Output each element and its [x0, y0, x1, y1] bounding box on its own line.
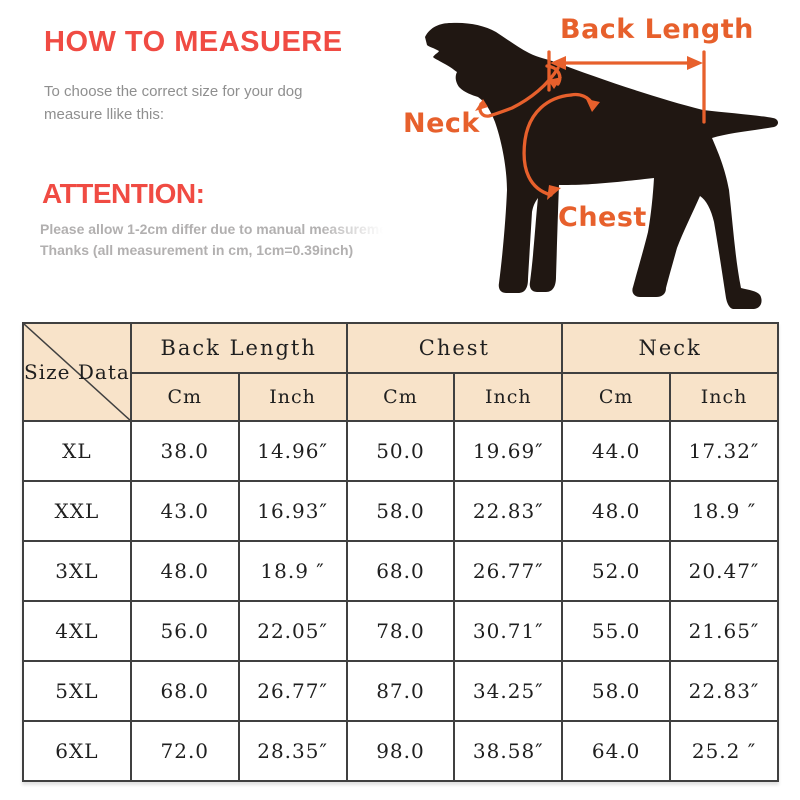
value-cell: 22.83″	[453, 480, 564, 542]
column-group-neck: Neck	[561, 322, 779, 374]
value-cell: 16.93″	[237, 480, 348, 542]
value-cell: 68.0	[129, 660, 240, 722]
value-cell: 58.0	[561, 660, 672, 722]
size-table-corner-cell: Size Data	[22, 322, 132, 422]
value-cell: 18.9 ″	[237, 540, 348, 602]
unit-header: Cm	[561, 372, 672, 422]
unit-header: Inch	[669, 372, 779, 422]
page-title: HOW TO MEASUERE	[44, 26, 343, 58]
value-cell: 26.77″	[453, 540, 564, 602]
value-cell: 22.83″	[669, 660, 779, 722]
dog-measurement-diagram: Back Length Neck Chest	[388, 0, 800, 322]
size-cell: 6XL	[22, 720, 132, 782]
unit-header: Cm	[129, 372, 240, 422]
value-cell: 34.25″	[453, 660, 564, 722]
table-row: 4XL 56.0 22.05″ 78.0 30.71″ 55.0 21.65″	[22, 600, 779, 662]
value-cell: 38.58″	[453, 720, 564, 782]
value-cell: 55.0	[561, 600, 672, 662]
value-cell: 78.0	[345, 600, 456, 662]
value-cell: 22.05″	[237, 600, 348, 662]
value-cell: 38.0	[129, 420, 240, 482]
subtitle-line-1: To choose the correct size for your dog	[44, 83, 303, 100]
value-cell: 56.0	[129, 600, 240, 662]
neck-label: Neck	[403, 108, 480, 139]
value-cell: 72.0	[129, 720, 240, 782]
dog-silhouette-graphic	[425, 22, 779, 309]
chest-arrowheads	[547, 99, 600, 200]
value-cell: 19.69″	[453, 420, 564, 482]
attention-note: Please allow 1-2cm differ due to manual …	[40, 219, 390, 261]
unit-header: Inch	[237, 372, 348, 422]
value-cell: 26.77″	[237, 660, 348, 722]
subtitle: To choose the correct size for your dog …	[44, 80, 302, 127]
value-cell: 30.71″	[453, 600, 564, 662]
back-length-label: Back Length	[560, 14, 754, 45]
table-row: XL 38.0 14.96″ 50.0 19.69″ 44.0 17.32″	[22, 420, 779, 482]
value-cell: 48.0	[561, 480, 672, 542]
size-cell: 4XL	[22, 600, 132, 662]
table-row: 3XL 48.0 18.9 ″ 68.0 26.77″ 52.0 20.47″	[22, 540, 779, 602]
value-cell: 52.0	[561, 540, 672, 602]
value-cell: 98.0	[345, 720, 456, 782]
neck-arrowheads	[475, 77, 562, 111]
column-group-back-length: Back Length	[129, 322, 348, 374]
table-row: 6XL 72.0 28.35″ 98.0 38.58″ 64.0 25.2 ″	[22, 720, 779, 782]
corner-label: Size Data	[24, 360, 130, 384]
attention-note-line-1: Please allow 1-2cm differ due to manual …	[40, 219, 390, 240]
value-cell: 21.65″	[669, 600, 779, 662]
neck-arrow	[478, 64, 562, 118]
value-cell: 17.32″	[669, 420, 779, 482]
size-cell: XL	[22, 420, 132, 482]
column-group-chest: Chest	[345, 322, 564, 374]
value-cell: 58.0	[345, 480, 456, 542]
subtitle-line-2: measure llike this:	[44, 106, 165, 124]
value-cell: 18.9 ″	[669, 480, 779, 542]
size-cell: 5XL	[22, 660, 132, 722]
unit-header: Cm	[345, 372, 456, 422]
diagonal-divider	[24, 324, 130, 420]
value-cell: 20.47″	[669, 540, 779, 602]
value-cell: 25.2 ″	[669, 720, 779, 782]
value-cell: 64.0	[561, 720, 672, 782]
value-cell: 48.0	[129, 540, 240, 602]
dog-silhouette	[425, 22, 779, 309]
chest-label: Chest	[558, 202, 647, 233]
value-cell: 28.35″	[237, 720, 348, 782]
value-cell: 50.0	[345, 420, 456, 482]
value-cell: 44.0	[561, 420, 672, 482]
size-table: Size Data Back Length Chest Neck Cm Inch…	[22, 322, 779, 782]
value-cell: 87.0	[345, 660, 456, 722]
table-row: XXL 43.0 16.93″ 58.0 22.83″ 48.0 18.9 ″	[22, 480, 779, 542]
table-row: 5XL 68.0 26.77″ 87.0 34.25″ 58.0 22.83″	[22, 660, 779, 722]
size-cell: XXL	[22, 480, 132, 542]
attention-note-line-2: Thanks (all measurement in cm, 1cm=0.39i…	[40, 242, 354, 258]
attention-title: ATTENTION:	[42, 178, 205, 209]
value-cell: 43.0	[129, 480, 240, 542]
back-length-arrowheads	[550, 56, 703, 70]
value-cell: 68.0	[345, 540, 456, 602]
value-cell: 14.96″	[237, 420, 348, 482]
unit-header: Inch	[453, 372, 564, 422]
back-length-arrow	[547, 50, 706, 124]
size-cell: 3XL	[22, 540, 132, 602]
